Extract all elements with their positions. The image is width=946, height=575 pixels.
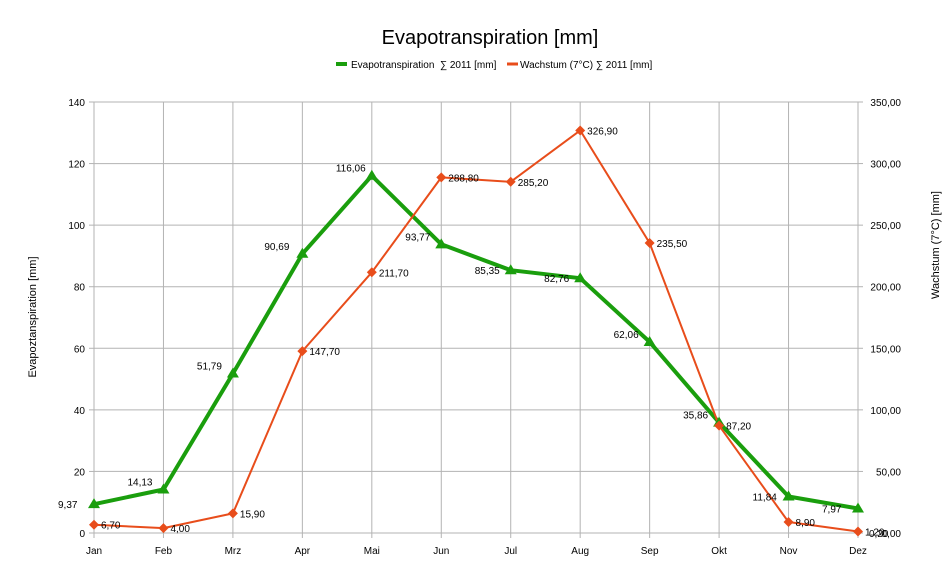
marker-wachstum: [366, 267, 377, 278]
y2-tick-label: 50,00: [876, 467, 901, 478]
marker-evapotranspiration: [157, 483, 170, 494]
data-label-wachstum: 87,20: [726, 422, 751, 433]
y2-axis-tick-labels: 0,00 50,00 100,00 150,00 200,00 250,00 300,00 3…: [870, 98, 901, 540]
y-tick-label: 20: [74, 467, 86, 478]
x-tick-label: Jan: [86, 546, 102, 557]
data-label-evapotranspiration: 90,69: [264, 242, 289, 253]
data-label-evapotranspiration: 85,35: [475, 266, 500, 277]
legend: Evapotranspiration ∑ 2011 [mm] Wachstum …: [336, 60, 652, 71]
marker-evapotranspiration: [782, 490, 795, 501]
y2-tick-label: 350,00: [870, 98, 901, 109]
legend-label-evapotranspiration: Evapotranspiration ∑ 2011 [mm]: [351, 60, 497, 71]
y-tick-label: 80: [74, 283, 86, 294]
marker-wachstum: [158, 523, 169, 534]
marker-wachstum: [227, 508, 238, 519]
marker-evapotranspiration: [226, 367, 239, 378]
legend-label-wachstum: Wachstum (7°C) ∑ 2011 [mm]: [520, 60, 652, 71]
data-label-wachstum: 235,50: [657, 239, 688, 250]
axes: [89, 101, 863, 538]
y-tick-label: 0: [79, 529, 85, 540]
data-label-wachstum: 285,20: [518, 178, 549, 189]
y2-axis-title: Wachstum (7°C) [mm]: [930, 191, 942, 299]
marker-evapotranspiration: [504, 264, 517, 275]
x-tick-label: Jun: [433, 546, 449, 557]
x-axis-tick-labels: Jan Feb Mrz Apr Mai Jun Jul Aug Sep Okt Nov Dez: [86, 546, 867, 557]
y-tick-label: 40: [74, 406, 86, 417]
series-markers: [88, 125, 864, 537]
data-label-evapotranspiration: 62,06: [614, 330, 639, 341]
data-label-evapotranspiration: 11,84: [753, 493, 778, 504]
data-label-evapotranspiration: 14,13: [127, 477, 152, 488]
data-label-wachstum: 1,20: [865, 528, 885, 539]
x-tick-label: Feb: [155, 546, 173, 557]
data-label-wachstum: 211,70: [379, 268, 409, 279]
data-label-wachstum: 6,70: [101, 521, 121, 532]
x-tick-label: Sep: [641, 546, 659, 557]
y2-tick-label: 100,00: [870, 406, 901, 417]
data-label-evapotranspiration: 93,77: [405, 232, 430, 243]
data-label-wachstum: 326,90: [587, 126, 618, 137]
y2-tick-label: 200,00: [870, 283, 901, 294]
marker-evapotranspiration: [296, 247, 309, 258]
legend-item-wachstum: Wachstum (7°C) ∑ 2011 [mm]: [507, 60, 652, 71]
data-label-evapotranspiration: 82,76: [544, 274, 569, 285]
series-line-evapotranspiration: [93, 173, 859, 511]
marker-evapotranspiration: [365, 169, 378, 180]
legend-item-evapotranspiration: Evapotranspiration ∑ 2011 [mm]: [336, 60, 497, 71]
marker-wachstum: [297, 346, 308, 357]
marker-evapotranspiration: [852, 502, 864, 513]
data-label-evapotranspiration: 35,86: [683, 411, 708, 422]
x-tick-label: Okt: [711, 546, 727, 557]
gridlines: [93, 101, 859, 534]
chart-title: Evapotranspiration [mm]: [382, 27, 599, 49]
data-labels: 9,37 14,13 51,79 90,69 116,06 93,77 85,35 82,76…: [58, 126, 885, 538]
marker-wachstum: [853, 526, 863, 537]
data-label-wachstum: 147,70: [309, 347, 340, 358]
x-tick-label: Apr: [295, 546, 311, 557]
data-label-evapotranspiration: 116,06: [336, 164, 366, 175]
x-tick-label: Nov: [780, 546, 798, 557]
x-tick-label: Dez: [849, 546, 867, 557]
marker-wachstum: [783, 517, 794, 528]
marker-wachstum: [575, 125, 586, 136]
series-lines: [93, 129, 859, 533]
data-label-evapotranspiration: 51,79: [197, 362, 222, 373]
data-label-evapotranspiration: 7,97: [822, 504, 842, 515]
data-label-wachstum: 8,90: [796, 518, 816, 529]
data-label-wachstum: 4,00: [170, 524, 190, 535]
data-label-evapotranspiration: 9,37: [58, 500, 78, 511]
marker-evapotranspiration: [643, 335, 656, 346]
marker-wachstum: [89, 519, 99, 530]
marker-evapotranspiration: [574, 272, 587, 283]
marker-wachstum: [436, 172, 447, 183]
marker-wachstum: [714, 420, 725, 431]
data-label-wachstum: 15,90: [240, 509, 265, 520]
y-tick-label: 100: [68, 221, 85, 232]
y-tick-label: 60: [74, 344, 86, 355]
y2-tick-label: 300,00: [870, 160, 901, 171]
y2-tick-label: 150,00: [870, 344, 901, 355]
x-tick-label: Aug: [571, 546, 589, 557]
data-label-wachstum: 288,80: [448, 173, 479, 184]
marker-evapotranspiration: [435, 238, 448, 249]
x-tick-label: Jul: [504, 546, 517, 557]
marker-evapotranspiration: [88, 498, 100, 509]
y-tick-label: 120: [68, 160, 85, 171]
y-axis-tick-labels: 0 20 40 60 80 100 120 140: [68, 98, 85, 540]
marker-wachstum: [505, 176, 516, 187]
y2-tick-label: 0,00: [882, 529, 902, 540]
y-tick-label: 140: [68, 98, 85, 109]
data-label-extra: 0,20: [869, 529, 889, 540]
x-tick-label: Mrz: [225, 546, 242, 557]
y-axis-title: Evapoztanspiration [mm]: [27, 256, 39, 377]
x-tick-label: Mai: [364, 546, 380, 557]
marker-wachstum: [644, 237, 655, 248]
y2-tick-label: 250,00: [870, 221, 901, 232]
series-line-wachstum: [93, 129, 859, 533]
